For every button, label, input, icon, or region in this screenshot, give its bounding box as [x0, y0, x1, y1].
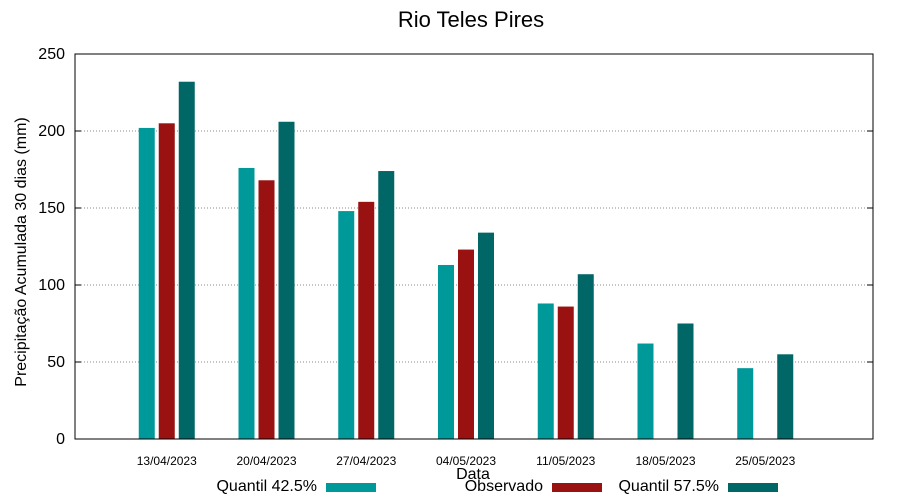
y-tick-label: 100 [38, 277, 65, 294]
y-tick-label: 0 [56, 431, 65, 448]
legend-label: Observado [465, 478, 543, 495]
plot-frame [74, 53, 874, 440]
x-tick-labels: 13/04/2023 20/04/2023 27/04/2023 04/05/2023… [137, 454, 796, 468]
x-tick-label: 18/05/2023 [635, 454, 695, 468]
x-tick-label: 27/04/2023 [336, 454, 396, 468]
y-tick-label: 200 [38, 123, 65, 140]
bar-quantil-42-5--5 [637, 343, 654, 439]
bar-observado-0 [158, 123, 175, 440]
bar-quantil-57-5--4 [577, 274, 594, 439]
x-tick-label: 04/05/2023 [436, 454, 496, 468]
bar-quantil-42-5--0 [138, 127, 155, 440]
chart-title: Rio Teles Pires [398, 7, 544, 32]
bar-quantil-42-5--1 [238, 167, 255, 439]
bar-quantil-57-5--1 [278, 121, 295, 439]
bar-quantil-57-5--2 [378, 171, 395, 440]
legend-swatch [552, 483, 602, 492]
bar-quantil-57-5--3 [478, 232, 494, 439]
bars-group [138, 81, 794, 440]
legend-label: Quantil 57.5% [618, 478, 719, 495]
bar-quantil-57-5--5 [677, 323, 694, 439]
bar-observado-3 [458, 249, 474, 439]
x-axis-label: Data [456, 466, 490, 483]
bar-quantil-42-5--4 [537, 303, 554, 439]
y-tick-label: 150 [38, 200, 65, 217]
x-tick-label: 11/05/2023 [536, 454, 595, 468]
y-tick-label: 50 [47, 354, 65, 371]
bar-observado-1 [258, 180, 275, 439]
bar-quantil-57-5--6 [777, 354, 794, 439]
bar-observado-4 [557, 306, 574, 439]
bar-observado-2 [358, 201, 375, 439]
x-tick-label: 25/05/2023 [735, 454, 795, 468]
bar-quantil-42-5--2 [338, 211, 355, 439]
x-tick-label: 13/04/2023 [137, 454, 197, 468]
bar-quantil-57-5--0 [178, 81, 195, 439]
legend: Quantil 42.5% Observado Quantil 57.5% [216, 478, 778, 495]
legend-swatch [326, 483, 376, 492]
x-tick-label: 20/04/2023 [236, 454, 296, 468]
legend-swatch [728, 483, 778, 492]
y-tick-labels: 0 50 100 150 200 250 [38, 46, 873, 448]
legend-label: Quantil 42.5% [216, 478, 317, 495]
y-tick-label: 250 [38, 46, 65, 63]
y-axis-label: Precipitação Acumulada 30 dias (mm) [13, 117, 30, 386]
bar-quantil-42-5--3 [438, 264, 454, 439]
bar-quantil-42-5--6 [737, 368, 754, 439]
